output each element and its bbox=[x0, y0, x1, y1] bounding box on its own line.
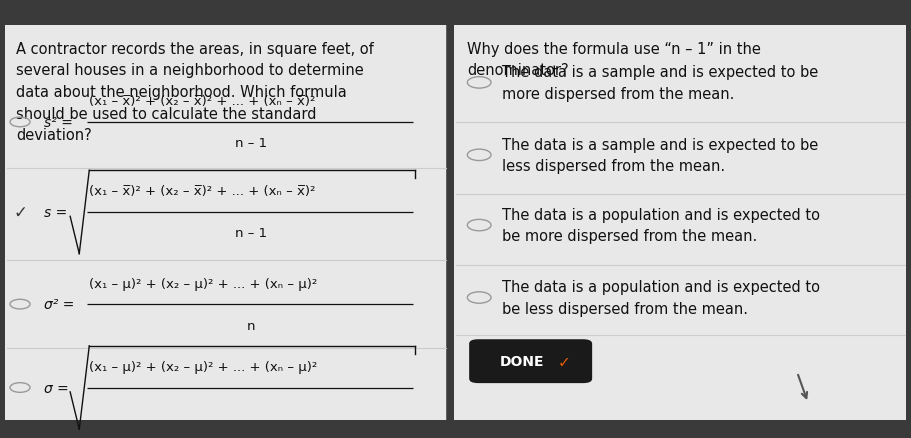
Text: n – 1: n – 1 bbox=[235, 137, 267, 150]
Text: ✓: ✓ bbox=[13, 203, 27, 222]
Text: n – 1: n – 1 bbox=[235, 227, 267, 240]
Text: (x₁ – μ)² + (x₂ – μ)² + ... + (xₙ – μ)²: (x₁ – μ)² + (x₂ – μ)² + ... + (xₙ – μ)² bbox=[89, 277, 318, 290]
Text: s² =: s² = bbox=[44, 116, 73, 130]
Text: The data is a sample and is expected to be
more dispersed from the mean.: The data is a sample and is expected to … bbox=[502, 65, 818, 102]
Text: s =: s = bbox=[44, 205, 67, 219]
FancyBboxPatch shape bbox=[454, 26, 906, 420]
Text: The data is a population and is expected to
be more dispersed from the mean.: The data is a population and is expected… bbox=[502, 207, 820, 244]
Text: Why does the formula use “n – 1” in the
denominator?: Why does the formula use “n – 1” in the … bbox=[467, 42, 762, 78]
Text: σ² =: σ² = bbox=[44, 297, 74, 311]
Text: The data is a sample and is expected to be
less dispersed from the mean.: The data is a sample and is expected to … bbox=[502, 137, 818, 174]
Text: (x₁ – x̅)² + (x₂ – x̅)² + ... + (xₙ – x̅)²: (x₁ – x̅)² + (x₂ – x̅)² + ... + (xₙ – x̅… bbox=[89, 95, 315, 108]
Text: (x₁ – x̅)² + (x₂ – x̅)² + ... + (xₙ – x̅)²: (x₁ – x̅)² + (x₂ – x̅)² + ... + (xₙ – x̅… bbox=[89, 185, 315, 198]
Text: σ =: σ = bbox=[44, 381, 68, 395]
FancyBboxPatch shape bbox=[5, 26, 449, 420]
Text: n: n bbox=[247, 319, 255, 332]
Text: ✓: ✓ bbox=[558, 354, 570, 369]
FancyBboxPatch shape bbox=[469, 339, 592, 383]
Text: The data is a population and is expected to
be less dispersed from the mean.: The data is a population and is expected… bbox=[502, 279, 820, 316]
Text: A contractor records the areas, in square feet, of
several houses in a neighborh: A contractor records the areas, in squar… bbox=[16, 42, 374, 143]
Text: (x₁ – μ)² + (x₂ – μ)² + ... + (xₙ – μ)²: (x₁ – μ)² + (x₂ – μ)² + ... + (xₙ – μ)² bbox=[89, 360, 318, 373]
Text: DONE: DONE bbox=[500, 354, 545, 368]
